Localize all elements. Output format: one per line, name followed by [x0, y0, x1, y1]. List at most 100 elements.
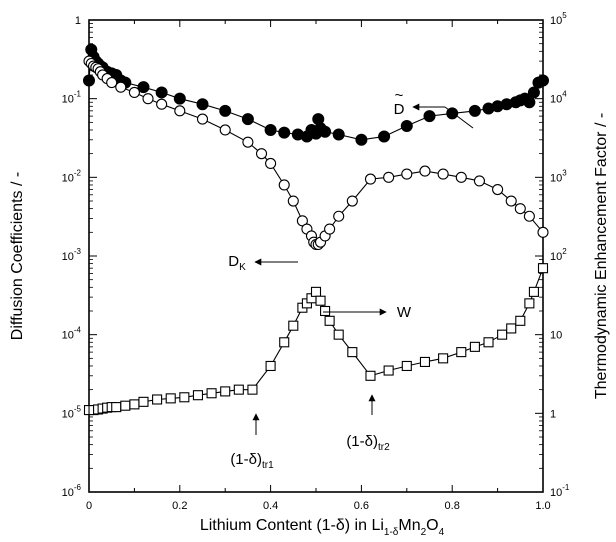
point-dk — [346, 195, 358, 207]
point-w — [288, 320, 299, 331]
point-w — [524, 298, 535, 309]
point-dk — [106, 77, 118, 89]
point-w — [265, 360, 276, 372]
annotation-d-tilde: ~ D — [394, 87, 474, 129]
point-w — [537, 263, 549, 274]
point-d-tilde — [355, 133, 368, 146]
point-d-tilde — [537, 74, 549, 87]
point-w — [315, 295, 326, 306]
point-dk — [115, 81, 127, 93]
x-tick-label: 0.2 — [172, 500, 187, 512]
point-w — [120, 400, 131, 411]
y-tick-label: 10-5 — [62, 404, 82, 420]
point-dk — [514, 203, 526, 215]
point-d-tilde — [264, 123, 277, 136]
svg-text:W: W — [397, 304, 412, 321]
point-d-tilde — [378, 130, 391, 143]
y-tick-label: 10-4 — [62, 326, 82, 342]
point-w — [192, 390, 204, 401]
point-d-tilde — [241, 113, 254, 126]
point-dk — [296, 215, 308, 227]
point-w — [247, 384, 258, 395]
point-w — [220, 386, 231, 397]
data-series — [83, 43, 549, 416]
point-dk — [455, 171, 467, 183]
svg-text:~: ~ — [395, 87, 404, 104]
x-tick-label: 0.8 — [445, 500, 460, 512]
point-d-tilde — [155, 86, 168, 99]
point-d-tilde — [527, 86, 540, 99]
y-tick-label: 10-2 — [62, 168, 82, 184]
point-dk — [242, 136, 254, 148]
point-w — [365, 370, 376, 381]
point-dk — [265, 157, 277, 170]
point-w — [438, 353, 449, 364]
point-d-tilde — [278, 126, 291, 139]
point-dk — [523, 210, 535, 222]
x-axis-title: Lithium Content (1-δ) in Li1-δMn2O4 — [200, 517, 445, 538]
annotation-dk: DK — [228, 253, 298, 273]
point-d-tilde — [319, 125, 332, 138]
point-w — [152, 394, 163, 405]
point-dk — [128, 86, 140, 98]
y-right-axis-title: Thermodynamic Enhancement Factor / - — [593, 113, 610, 399]
point-d-tilde — [137, 81, 150, 94]
annotation-w: W — [323, 304, 412, 321]
point-w — [515, 315, 526, 326]
point-d-tilde — [173, 92, 186, 105]
x-axis-ticks: 0 0.2 0.4 0.6 0.8 1.0 — [86, 20, 551, 512]
svg-text:D: D — [394, 101, 405, 118]
point-dk — [364, 173, 377, 185]
point-dk — [492, 183, 504, 196]
point-w — [179, 392, 190, 403]
point-w — [279, 337, 290, 348]
point-dk — [156, 98, 168, 110]
point-dk — [383, 171, 395, 183]
point-dk — [196, 113, 209, 125]
point-dk — [333, 210, 345, 222]
y2-tick-label: 105 — [550, 11, 567, 27]
y-tick-label: 10-6 — [62, 483, 82, 499]
x-tick-label: 0.4 — [263, 500, 278, 512]
point-dk — [324, 223, 336, 235]
d-tilde-leader — [444, 106, 474, 129]
point-d-tilde — [196, 98, 209, 111]
point-w — [469, 341, 480, 352]
point-dk — [473, 175, 485, 187]
svg-text:DK: DK — [228, 253, 246, 273]
point-dk — [505, 195, 517, 207]
point-w — [401, 360, 412, 372]
y2-tick-label: 103 — [550, 168, 567, 184]
y-tick-label: 10-3 — [62, 247, 82, 263]
point-dk — [437, 168, 449, 180]
point-d-tilde — [423, 110, 436, 123]
y2-tick-label: 102 — [550, 247, 567, 263]
point-dk — [537, 226, 549, 238]
y-tick-label: 1 — [75, 15, 81, 27]
point-dk — [401, 168, 413, 180]
point-dk — [419, 165, 431, 177]
point-d-tilde — [332, 128, 345, 141]
point-d-tilde — [468, 104, 481, 117]
point-w — [129, 399, 140, 410]
point-w — [383, 365, 394, 376]
point-w — [206, 388, 217, 399]
point-w — [310, 286, 322, 297]
point-w — [333, 329, 344, 340]
y2-tick-label: 1 — [550, 408, 556, 420]
point-w — [497, 329, 508, 340]
annotation-tr2: (1-δ)tr2 — [346, 394, 390, 453]
y2-tick-label: 10 — [550, 330, 562, 342]
point-w — [456, 347, 467, 358]
y2-tick-label: 10-1 — [550, 483, 570, 499]
y-left-axis-ticks: 1 10-1 10-2 10-3 10-4 10-5 10-6 — [62, 15, 97, 499]
point-d-tilde — [83, 74, 95, 87]
point-dk — [142, 93, 154, 105]
y-tick-label: 10-1 — [62, 90, 82, 106]
point-d-tilde — [523, 96, 536, 109]
point-w — [233, 384, 244, 395]
point-d-tilde — [219, 104, 232, 117]
x-tick-label: 0.6 — [354, 500, 369, 512]
point-w — [138, 396, 149, 407]
